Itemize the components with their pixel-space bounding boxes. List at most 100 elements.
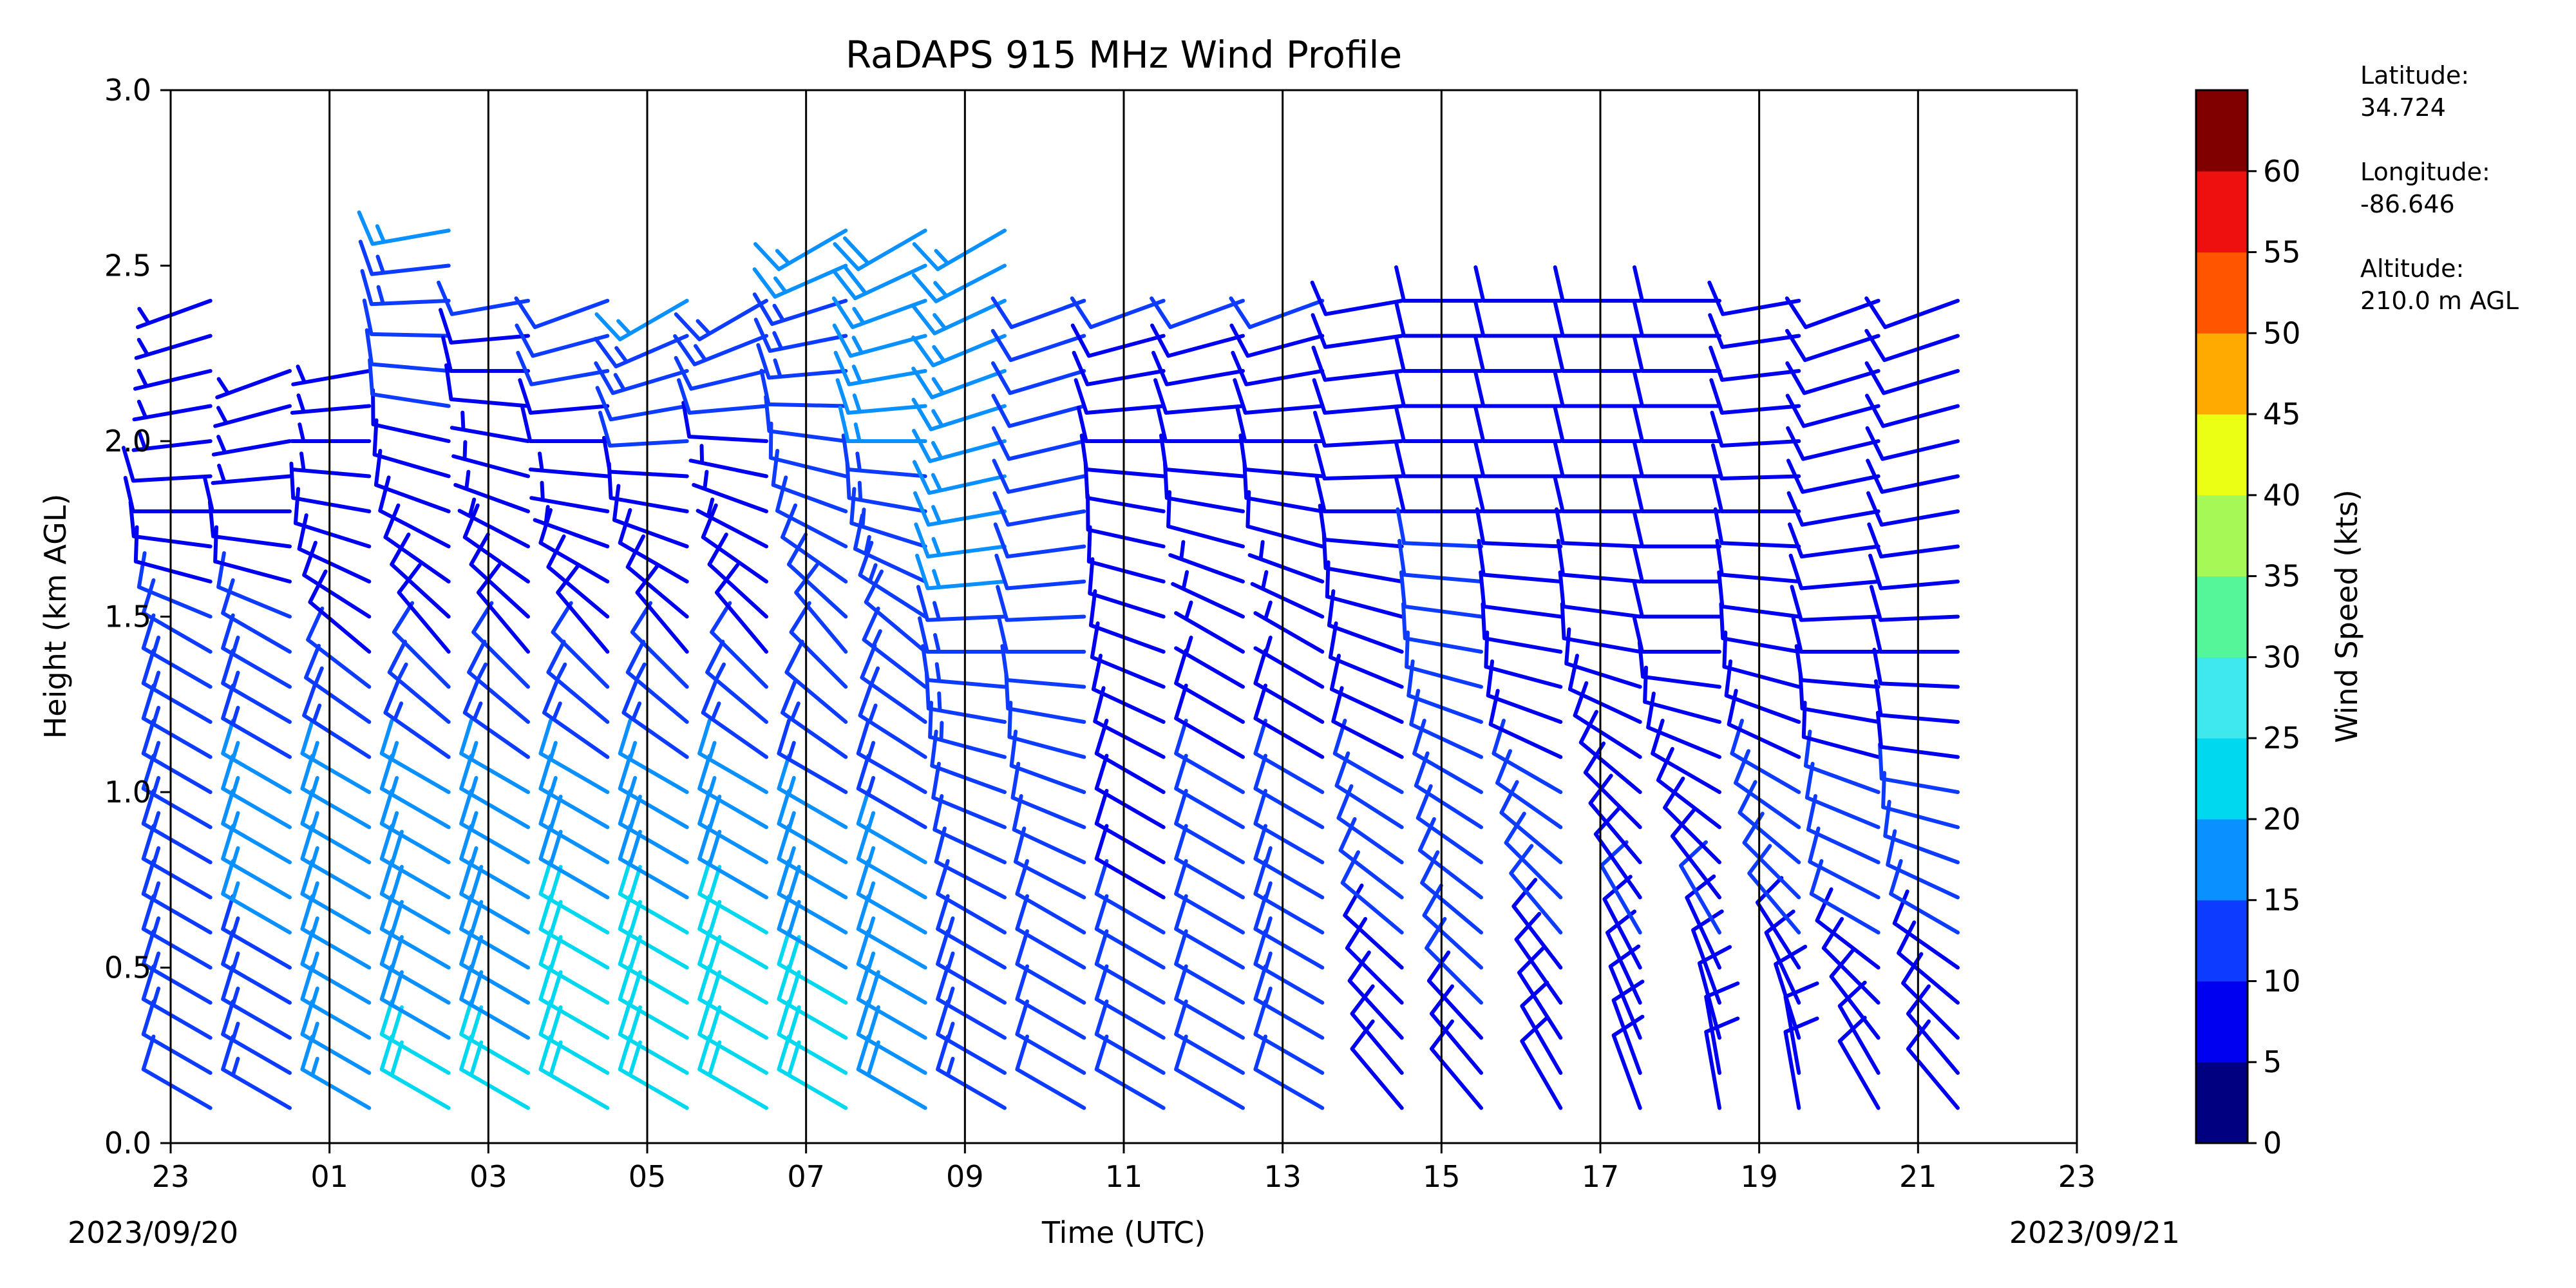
wind-barb <box>1788 522 1880 559</box>
wind-barb <box>697 964 768 1040</box>
wind-barb <box>1171 570 1245 619</box>
wind-barb <box>777 753 848 829</box>
wind-barb <box>141 613 213 689</box>
wind-barb <box>595 386 689 422</box>
wind-barb <box>141 578 213 654</box>
wind-barb <box>862 606 927 689</box>
wind-barb <box>1685 874 1721 970</box>
wind-barb <box>697 719 768 794</box>
wind-barb <box>1253 859 1325 934</box>
wind-barb <box>1159 433 1245 478</box>
wind-barb <box>379 859 451 934</box>
wind-barb <box>1608 944 1642 1040</box>
altitude-value: 210.0 m AGL <box>2360 287 2519 315</box>
wind-barb <box>1094 824 1166 900</box>
wind-barb <box>1643 665 1721 724</box>
wind-barb <box>538 929 610 1005</box>
wind-barb <box>681 401 768 443</box>
wind-barb <box>1886 829 1960 900</box>
wind-barb <box>221 964 292 1040</box>
wind-barb <box>211 464 292 485</box>
wind-barb <box>1420 850 1483 934</box>
wind-barb <box>462 503 530 583</box>
wind-barb <box>551 601 610 689</box>
wind-barb <box>300 1034 372 1110</box>
wind-barb <box>1076 406 1166 443</box>
y-tick-label: 3.0 <box>104 73 151 108</box>
wind-barb <box>911 397 1007 431</box>
wind-barb <box>993 522 1086 559</box>
wind-barb <box>1473 370 1563 408</box>
wind-barb <box>1253 753 1325 829</box>
wind-barb <box>1656 746 1721 829</box>
wind-barb <box>936 964 1007 1040</box>
wind-barb <box>1422 884 1483 970</box>
wind-barb <box>1864 361 1960 395</box>
x-axis-label: Time (UTC) <box>1041 1215 1206 1250</box>
wind-barb <box>918 616 1007 654</box>
wind-barb <box>1338 817 1404 900</box>
wind-barb <box>221 859 292 934</box>
wind-barb <box>1788 553 1880 591</box>
wind-barb <box>593 334 689 368</box>
wind-barb <box>379 964 451 1040</box>
wind-barb <box>1312 378 1404 415</box>
wind-barb <box>856 753 927 829</box>
wind-barb <box>1340 850 1404 934</box>
wind-barb <box>1397 538 1483 583</box>
wind-barb <box>1865 426 1960 461</box>
wind-barb <box>759 368 848 408</box>
wind-barb <box>542 679 610 759</box>
wind-barb <box>777 719 848 794</box>
wind-barb <box>213 404 292 428</box>
wind-barb <box>1633 370 1721 408</box>
wind-barb <box>618 508 689 583</box>
wind-barb <box>533 505 610 549</box>
wind-barb <box>1710 443 1801 480</box>
wind-barb <box>1704 981 1740 1075</box>
wind-barb <box>1492 719 1563 794</box>
wind-barb <box>1633 265 1721 303</box>
wind-barb <box>378 475 451 549</box>
wind-barb <box>1417 817 1483 900</box>
wind-barb <box>1633 616 1721 654</box>
y-tick-label: 1.5 <box>104 600 151 634</box>
start-date-label: 2023/09/20 <box>68 1215 238 1250</box>
wind-barb <box>1633 300 1721 338</box>
site-info: Latitude: 34.724 Longitude: -86.646 Alti… <box>2360 61 2519 315</box>
wind-barb <box>1897 920 1960 1005</box>
wind-barb <box>618 1034 689 1110</box>
wind-barb <box>912 428 1007 464</box>
wind-barb <box>1174 824 1245 900</box>
wind-barb <box>1560 601 1642 654</box>
longitude-label: Longitude: <box>2360 158 2490 186</box>
wind-barb <box>1786 459 1880 494</box>
wind-barb <box>1865 393 1960 428</box>
wind-barb <box>439 308 530 345</box>
wind-barb <box>221 649 292 724</box>
wind-barb <box>141 999 213 1075</box>
x-tick-label: 23 <box>152 1159 190 1194</box>
wind-barb <box>856 999 927 1075</box>
wind-barb <box>459 789 530 864</box>
wind-barb <box>1088 589 1166 654</box>
wind-barb <box>221 894 292 970</box>
wind-barb <box>1233 378 1325 415</box>
wind-barb <box>1174 600 1245 654</box>
wind-barb <box>856 824 927 900</box>
wind-barb <box>921 644 1007 689</box>
wind-barb <box>216 551 292 619</box>
colorbar-tick-label: 0 <box>2263 1126 2282 1160</box>
wind-barb <box>1253 999 1325 1075</box>
wind-barb <box>781 679 848 759</box>
wind-barb <box>1072 350 1166 386</box>
colorbar-tick-label: 15 <box>2263 883 2301 918</box>
wind-barb <box>453 469 530 513</box>
wind-barb <box>911 299 1007 336</box>
wind-barb <box>996 585 1086 622</box>
wind-barb <box>674 299 768 341</box>
wind-barb <box>306 606 372 689</box>
wind-barb <box>1174 929 1245 1005</box>
colorbar-segment <box>2196 1062 2248 1144</box>
wind-barb <box>1871 616 1960 654</box>
